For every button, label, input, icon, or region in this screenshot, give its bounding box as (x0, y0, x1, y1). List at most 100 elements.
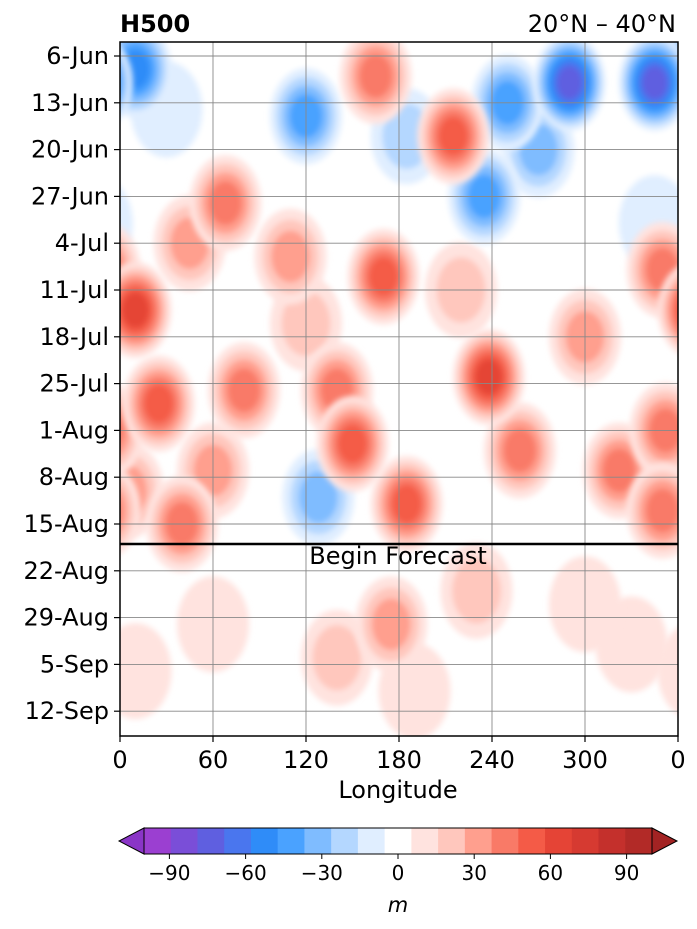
colorbar-over-arrow (651, 827, 679, 855)
x-axis-label: Longitude (338, 776, 457, 804)
anomaly-feature-42 (120, 42, 678, 131)
x-tick-label: 240 (469, 746, 515, 774)
anomaly-feature-38 (122, 355, 697, 452)
anomaly-feature-31 (339, 42, 412, 125)
anomaly-feature-34 (370, 455, 443, 552)
x-tick-label: 120 (283, 746, 329, 774)
anomaly-feature-25 (208, 342, 280, 439)
chart-subtitle: 20°N – 40°N (528, 10, 676, 38)
anomaly-band (312, 625, 362, 691)
x-tick-label: 300 (562, 746, 608, 774)
y-tick-label: 12-Sep (25, 697, 109, 725)
anomaly-band-wrap (691, 370, 697, 437)
y-tick-label: 13-Jun (31, 89, 109, 117)
y-tick-label: 11-Jul (40, 276, 110, 304)
colorbar-swatch (411, 828, 439, 854)
x-tick-label: 180 (376, 746, 422, 774)
colorbar-swatch (331, 828, 359, 854)
y-tick-label: 5-Sep (40, 650, 109, 678)
y-tick-label: 22-Aug (23, 557, 109, 585)
y-tick-label: 15-Aug (23, 510, 109, 538)
anomaly-band-wrap (120, 61, 125, 104)
anomaly-feature-7 (301, 609, 373, 706)
colorbar-tick-label: −60 (224, 861, 266, 885)
colorbar-tick-label: 60 (538, 861, 563, 885)
y-axis-ticks: 6-Jun 13-Jun 20-Jun 27-Jun 4-Jul 11-Jul 18-Jul… (23, 42, 120, 725)
anomaly-band (122, 292, 149, 328)
colorbar-tick-label: 90 (614, 861, 639, 885)
anomaly-band (144, 384, 174, 424)
colorbar-swatch (518, 828, 546, 854)
colorbar-tick-label: 0 (392, 861, 405, 885)
anomaly-band-wrap (675, 298, 678, 322)
y-tick-label: 1-Aug (39, 416, 109, 444)
x-tick-label: 0 (670, 746, 685, 774)
anomaly-band (475, 359, 503, 395)
colorbar-swatch (357, 828, 386, 854)
colorbar-swatch (598, 828, 626, 854)
colorbar: −90 −60 −30 0 30 60 90 (117, 827, 679, 885)
anomaly-band (120, 623, 172, 720)
x-axis-ticks: 0 60 120 180 240 300 0 (112, 736, 686, 774)
colorbar-tick-label: −90 (148, 861, 190, 885)
chart-title: H500 (120, 10, 190, 38)
anomaly-feature-30 (120, 462, 678, 559)
anomaly-field (120, 42, 697, 736)
anomaly-band-wrap (686, 363, 697, 445)
anomaly-band (208, 181, 242, 225)
colorbar-swatch (197, 828, 225, 854)
anomaly-band-wrap (671, 288, 678, 332)
colorbar-swatch (491, 828, 519, 854)
colorbar-swatch (625, 828, 653, 854)
colorbar-swatch (464, 828, 493, 854)
anomaly-band (602, 448, 636, 493)
y-tick-label: 6-Jun (46, 42, 109, 70)
colorbar-tick-label: 30 (461, 861, 486, 885)
anomaly-feature-41 (533, 42, 606, 131)
anomaly-feature-9 (440, 542, 513, 639)
anomaly-band-wrap (680, 292, 697, 327)
anomaly-band-wrap (681, 356, 697, 452)
anomaly-band-wrap (120, 488, 128, 534)
x-tick-label: 60 (198, 746, 229, 774)
colorbar-tick-label: −30 (301, 861, 343, 885)
anomaly-band (299, 471, 338, 524)
colorbar-under-arrow (117, 827, 145, 855)
anomaly-band (368, 257, 399, 297)
y-tick-label: 25-Jul (40, 370, 110, 398)
anomaly-band (227, 368, 261, 413)
colorbar-swatch (224, 828, 252, 854)
anomaly-band (452, 558, 501, 624)
anomaly-feature-17 (254, 208, 327, 305)
anomaly-band (646, 488, 678, 533)
y-tick-label: 29-Aug (23, 604, 109, 632)
anomaly-band (392, 484, 422, 524)
colorbar-swatch (250, 828, 279, 854)
y-tick-label: 27-Jun (31, 182, 109, 210)
forecast-label: Begin Forecast (309, 542, 487, 570)
colorbar-swatch (438, 828, 466, 854)
colorbar-swatch (384, 828, 412, 854)
anomaly-band (642, 66, 668, 100)
anomaly-band (557, 66, 582, 100)
y-tick-label: 20-Jun (31, 136, 109, 164)
colorbar-swatch (170, 828, 198, 854)
anomaly-feature-26 (483, 402, 556, 499)
y-tick-label: 18-Jul (40, 323, 110, 351)
anomaly-feature-16 (355, 576, 428, 673)
anomaly-band (382, 103, 432, 169)
anomaly-band (371, 598, 411, 651)
colorbar-label: m (388, 893, 408, 917)
colorbar-swatch (277, 828, 305, 854)
colorbar-swatch (571, 828, 600, 854)
anomaly-band (438, 116, 468, 156)
anomaly-feature-40 (120, 262, 697, 359)
anomaly-feature-39 (452, 328, 525, 425)
colorbar-swatch (545, 828, 573, 854)
grid-lines (119, 42, 679, 736)
colorbar-swatch (144, 828, 172, 854)
x-tick-label: 0 (112, 746, 127, 774)
anomaly-feature-24 (189, 155, 262, 252)
colorbar-swatch (304, 828, 332, 854)
